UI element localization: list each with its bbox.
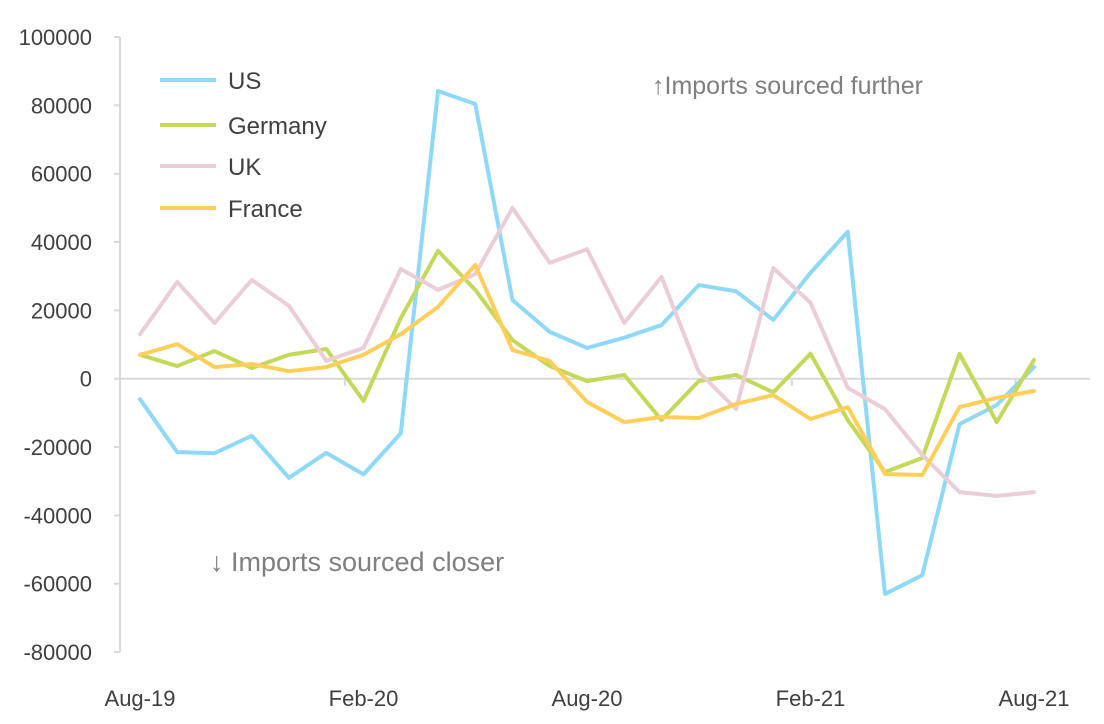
series-line-germany: [138, 248, 1036, 474]
y-tick-label: -60000: [23, 572, 92, 597]
legend-label-france: France: [228, 196, 303, 223]
y-tick-label: -80000: [23, 640, 92, 665]
legend: US Germany UK France: [160, 68, 327, 223]
y-tick-label: 100000: [19, 25, 92, 50]
legend-label-germany: Germany: [228, 113, 327, 140]
series-line-uk: [138, 205, 1036, 498]
series-line-us: [138, 88, 1036, 596]
y-tick-label: 20000: [31, 298, 92, 323]
series-line-france: [138, 262, 1036, 478]
legend-label-us: US: [228, 68, 261, 95]
x-tick-label: Feb-21: [776, 686, 846, 711]
annotation-further: ↑Imports sourced further: [652, 72, 923, 100]
y-tick-label: -40000: [23, 503, 92, 528]
annotation-closer: ↓ Imports sourced closer: [210, 547, 504, 577]
x-axis-ticks: Aug-19 Feb-20 Aug-20 Feb-21 Aug-21: [105, 686, 1070, 711]
x-tick-label: Aug-21: [999, 686, 1070, 711]
x-tick-label: Aug-20: [552, 686, 623, 711]
y-tick-label: 60000: [31, 162, 92, 187]
y-tick-label: 40000: [31, 230, 92, 255]
series-lines: [138, 88, 1036, 596]
y-tick-label: 80000: [31, 93, 92, 118]
y-tick-label: -20000: [23, 435, 92, 460]
x-tick-label: Aug-19: [105, 686, 176, 711]
y-axis-ticks: 100000 80000 60000 40000 20000 0 -20000 -40000 -…: [19, 25, 120, 665]
x-tick-label: Feb-20: [329, 686, 399, 711]
legend-label-uk: UK: [228, 154, 261, 181]
y-tick-label: 0: [80, 367, 92, 392]
